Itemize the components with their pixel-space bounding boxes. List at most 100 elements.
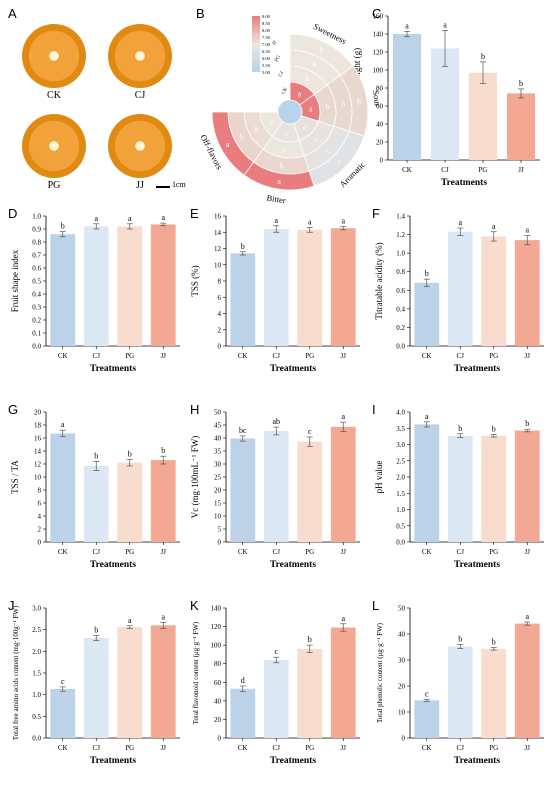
bar-g-cj [83, 465, 109, 542]
x-tick-label-i: PG [489, 548, 498, 556]
colorbar-tick-label: 6.50 [262, 49, 271, 54]
heatmap-letter: b [320, 46, 324, 55]
significance-letter-f: a [525, 226, 529, 235]
x-tick-label-f: CJ [457, 352, 465, 360]
y-tick-label-j: 1.5 [32, 670, 41, 678]
x-tick-label-e: CK [238, 352, 248, 360]
bar-d-pg [117, 226, 143, 346]
significance-letter-f: b [425, 269, 429, 278]
heatmap-letter: c [282, 146, 286, 155]
x-tick-label-f: JJ [525, 352, 531, 360]
y-axis-label-e: TSS (%) [190, 265, 200, 296]
y-tick-label-c: 40 [376, 121, 384, 129]
x-tick-label-h: CJ [273, 548, 281, 556]
x-tick-label-j: PG [125, 744, 134, 752]
y-tick-label-l: 30 [398, 657, 406, 665]
colorbar-tick-label: 5.50 [262, 63, 271, 68]
significance-letter-e: a [308, 217, 312, 226]
significance-letter-d: a [94, 214, 98, 223]
significance-letter-e: a [341, 217, 345, 226]
bar-e-pg [297, 229, 323, 346]
x-tick-label-k: CJ [273, 744, 281, 752]
y-tick-label-g: 2 [38, 526, 42, 534]
heatmap-treatment-label: CK [281, 87, 289, 96]
x-tick-label-g: JJ [161, 548, 167, 556]
y-tick-label-i: 3.5 [396, 425, 405, 433]
y-tick-label-f: 1.2 [396, 231, 405, 239]
bar-c-cj [430, 48, 460, 160]
significance-letter-f: a [492, 222, 496, 231]
x-axis-label-i: Treatments [454, 560, 500, 570]
y-tick-label-g: 14 [34, 448, 42, 456]
heatmap-letter: b [254, 125, 258, 134]
y-tick-label-f: 0.6 [396, 287, 405, 295]
bar-l-jj [514, 623, 540, 738]
y-tick-label-i: 0.0 [396, 539, 405, 547]
significance-letter-d: b [61, 222, 65, 231]
heatmap-letter: b [240, 133, 244, 142]
panel-label-c: C [372, 6, 382, 21]
bar-l-ck [414, 700, 440, 738]
y-tick-label-k: 60 [214, 679, 222, 687]
fruit-label-ck: CK [47, 90, 61, 101]
significance-letter-e: a [274, 216, 278, 225]
bar-f-jj [514, 240, 540, 346]
colorbar-tick-label: 8.00 [262, 28, 271, 33]
y-tick-label-l: 0 [402, 735, 406, 743]
bar-chart-k: 0 20 40 60 80 100 120 140 d CK c CJ b PG a JJ Treatments… [192, 605, 360, 766]
x-tick-label-g: CJ [93, 548, 101, 556]
bar-chart-j: 0.0 0.5 1.0 1.5 2.0 2.5 3.0 c CK b CJ a PG a JJ Treatme… [12, 605, 180, 766]
colorbar-tick-label: 5.00 [262, 70, 271, 75]
fruit-label-pg: PG [47, 180, 61, 191]
bar-i-ck [414, 424, 440, 542]
bar-h-cj [263, 430, 289, 542]
y-tick-label-k: 140 [211, 605, 222, 613]
heatmap-letter: a [298, 89, 302, 98]
bar-h-pg [297, 441, 323, 542]
significance-letter-k: b [308, 635, 312, 644]
significance-letter-j: b [94, 625, 98, 634]
x-tick-label-d: CJ [93, 352, 101, 360]
panel-label-j: J [8, 598, 15, 613]
y-tick-label-f: 0.4 [396, 305, 405, 313]
significance-letter-f: a [458, 218, 462, 227]
y-tick-label-j: 2.0 [32, 648, 41, 656]
y-tick-label-k: 20 [214, 716, 222, 724]
y-tick-label-i: 0.5 [396, 522, 405, 530]
y-tick-label-h: 25 [214, 474, 222, 482]
x-tick-label-l: JJ [525, 744, 531, 752]
y-tick-label-g: 18 [34, 422, 42, 430]
bar-e-ck [230, 253, 256, 346]
y-tick-label-l: 50 [398, 605, 406, 613]
y-tick-label-l: 40 [398, 631, 406, 639]
bar-g-pg [117, 462, 143, 542]
significance-letter-j: c [61, 677, 65, 686]
scale-bar-label: 1cm [172, 180, 186, 189]
panel-label-e: E [190, 206, 199, 221]
y-tick-label-d: 0.2 [32, 317, 41, 325]
y-tick-label-i: 2.0 [396, 474, 405, 482]
x-tick-label-h: JJ [341, 548, 347, 556]
x-tick-label-c: PG [479, 166, 488, 174]
bar-j-pg [117, 627, 143, 738]
panel-label-a: A [8, 6, 17, 21]
y-axis-label-l: Total phenolic content (μg·g⁻¹ FW) [376, 622, 384, 723]
significance-letter-k: c [274, 647, 278, 656]
y-tick-label-e: 10 [214, 261, 222, 269]
panel-label-h: H [190, 402, 200, 417]
bar-l-pg [481, 648, 507, 738]
significance-letter-h: c [308, 427, 312, 436]
significance-letter-i: a [425, 412, 429, 421]
heatmap-cell-off-flavors [211, 111, 255, 176]
heatmap-letter: b [313, 60, 317, 69]
heatmap-letter: b [305, 74, 309, 83]
y-tick-label-c: 140 [373, 31, 384, 39]
y-tick-label-d: 0.4 [32, 291, 41, 299]
significance-letter-g: b [94, 451, 98, 460]
y-tick-label-g: 16 [34, 435, 42, 443]
x-tick-label-j: JJ [161, 744, 167, 752]
y-tick-label-h: 10 [214, 513, 222, 521]
x-tick-label-k: CK [238, 744, 248, 752]
colorbar [252, 16, 260, 72]
